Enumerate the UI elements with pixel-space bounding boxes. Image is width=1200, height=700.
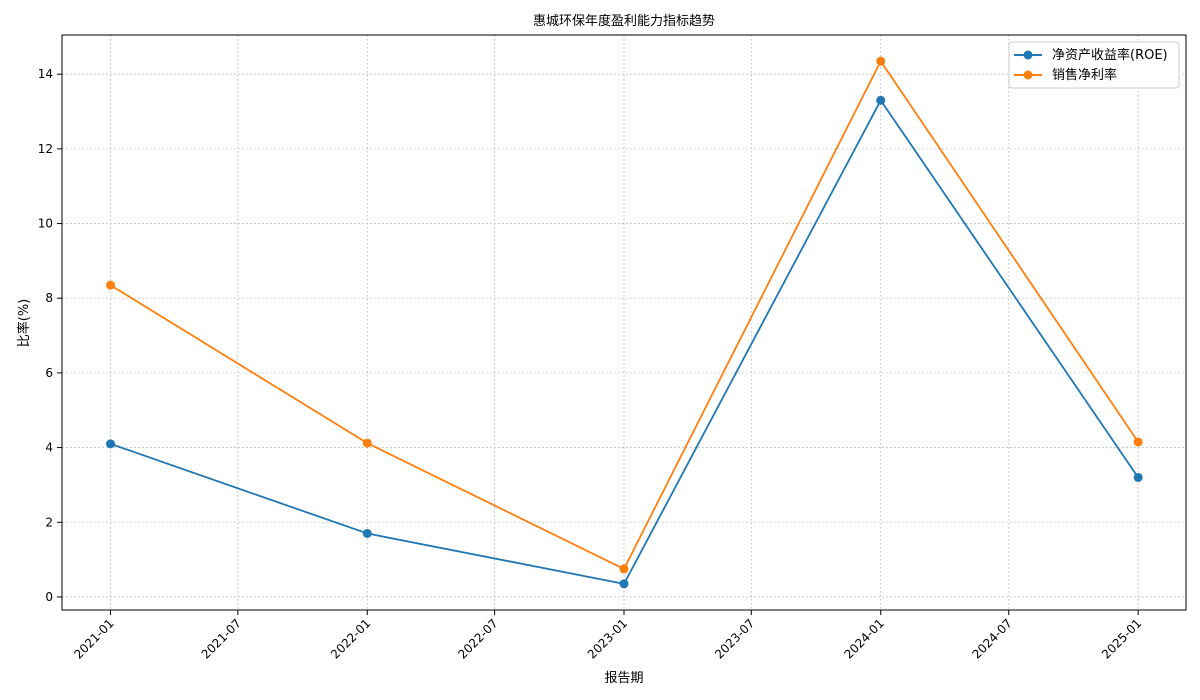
- x-axis-ticks: 2021-01 2021-07 2022-01 2022-07 2023-01 2023-…: [71, 610, 1144, 662]
- data-point-roe: [1133, 472, 1143, 482]
- data-point-roe: [876, 95, 886, 105]
- legend-label-net-margin: 销售净利率: [1052, 67, 1117, 83]
- x-axis-label: 报告期: [604, 671, 643, 686]
- x-tick-label: 2024-01: [842, 616, 887, 661]
- x-tick-label: 2025-01: [1099, 616, 1144, 661]
- data-point-net-margin: [1133, 437, 1143, 447]
- y-tick-label: 14: [38, 67, 53, 81]
- y-axis-ticks: 0 2 4 6 8 10 12 14: [38, 67, 62, 604]
- legend: 净资产收益率(ROE) 销售净利率: [1008, 41, 1180, 89]
- legend-marker-roe: [1023, 50, 1033, 60]
- x-tick-label: 2021-07: [199, 616, 244, 661]
- data-point-roe: [362, 528, 372, 538]
- legend-box: [1008, 41, 1180, 89]
- data-point-roe: [106, 439, 116, 449]
- data-point-net-margin: [876, 56, 886, 66]
- x-tick-label: 2022-07: [455, 616, 500, 661]
- x-tick-label: 2022-01: [328, 616, 373, 661]
- y-tick-label: 0: [45, 590, 53, 604]
- data-point-net-margin: [619, 564, 629, 574]
- y-tick-label: 12: [38, 142, 53, 156]
- grid-lines: [62, 35, 1186, 610]
- y-tick-label: 4: [45, 441, 53, 455]
- x-tick-label: 2021-01: [71, 616, 116, 661]
- data-point-net-margin: [362, 438, 372, 448]
- series-layer: [106, 56, 1143, 589]
- y-tick-label: 8: [45, 291, 53, 305]
- y-tick-label: 2: [45, 515, 53, 529]
- y-axis-label: 比率(%): [16, 299, 32, 348]
- x-tick-label: 2023-07: [712, 616, 757, 661]
- x-tick-label: 2023-01: [585, 616, 630, 661]
- legend-label-roe: 净资产收益率(ROE): [1052, 47, 1168, 63]
- x-tick-label: 2024-07: [970, 616, 1015, 661]
- chart-title: 惠城环保年度盈利能力指标趋势: [533, 13, 715, 29]
- data-point-roe: [619, 579, 629, 589]
- y-tick-label: 6: [45, 366, 53, 380]
- legend-marker-net-margin: [1023, 70, 1033, 80]
- data-point-net-margin: [106, 280, 116, 290]
- y-tick-label: 10: [38, 217, 53, 231]
